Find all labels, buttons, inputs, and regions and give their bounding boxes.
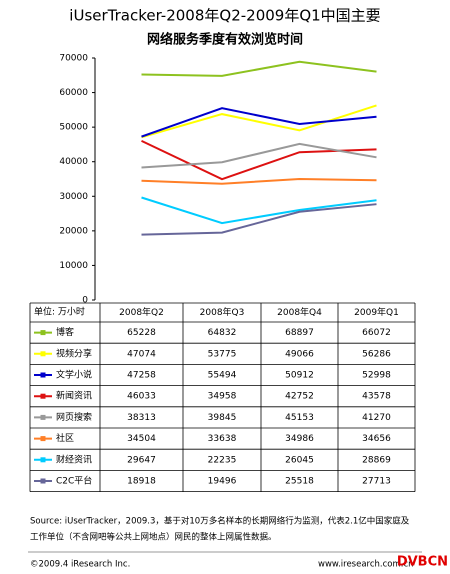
legend-label: 文学小说 [56,369,92,381]
table-value: 33638 [208,434,237,444]
table-value: 28869 [362,455,391,465]
source: Source: iUserTracker，2009.3，基于对10万多名样本的长… [30,516,410,527]
table-value: 22235 [208,455,237,465]
table-value: 19496 [208,477,237,487]
table-value: 34986 [285,434,314,444]
legend-marker [40,351,46,357]
line [141,104,377,139]
table-value: 53775 [208,349,237,359]
table-value: 41270 [362,413,391,423]
y-tick-label: 10000 [59,261,88,271]
line [141,203,377,236]
table-value: 47258 [127,371,156,381]
legend-marker [40,393,46,399]
table-value: 64832 [208,328,237,338]
table-value: 25518 [285,477,314,487]
table-value: 43578 [362,392,391,402]
table-value: 50912 [285,371,314,381]
table-value: 29647 [127,455,156,465]
table-value: 38313 [127,413,156,423]
y-tick-label: 60000 [59,88,88,98]
chart-subtitle: 网络服务季度有效浏览时间 [147,32,303,48]
x-tick-label: 2008年Q4 [277,306,322,318]
legend-label: 财经资讯 [56,453,92,465]
line [141,60,377,77]
y-tick-label: 70000 [59,54,88,64]
table-value: 66072 [362,328,391,338]
legend-label: 视频分享 [56,347,92,359]
legend-label: 社区 [56,432,74,444]
table-value: 56286 [362,349,391,359]
line [141,178,377,185]
y-tick-label: 30000 [59,192,88,202]
table-value: 55494 [208,371,237,381]
legend-label: 网页搜索 [56,411,92,423]
x-tick-label: 2008年Q2 [119,306,164,318]
legend-label: C2C平台 [56,475,92,487]
source: 工作单位（不含网吧等公共上网地点）网民的整体上网属性数据。 [30,532,277,543]
table-value: 52998 [362,371,391,381]
y-tick-label: 40000 [59,157,88,167]
legend-marker [40,457,46,463]
table-value: 42752 [285,392,314,402]
table-value: 45153 [285,413,314,423]
legend-marker [40,330,46,336]
legend-marker [40,414,46,420]
line [141,107,377,138]
y-tick-label: 20000 [59,226,88,236]
watermark: DVBCN [397,555,448,570]
table-value: 34504 [127,434,156,444]
table-value: 39845 [208,413,237,423]
table-value: 49066 [285,349,314,359]
table-value: 46033 [127,392,156,402]
x-tick-label: 2008年Q3 [200,306,245,318]
table-value: 47074 [127,349,156,359]
x-tick-label: 2009年Q1 [354,306,399,318]
table-value: 34656 [362,434,391,444]
legend-marker [40,478,46,484]
table-value: 34958 [208,392,237,402]
table-value: 26045 [285,455,314,465]
table-value: 27713 [362,477,391,487]
website: www.iresearch.com.cn [318,560,414,570]
table-value: 18918 [127,477,156,487]
chart-title: iUserTracker-2008年Q2-2009年Q1中国主要 [69,7,380,25]
legend-marker [40,436,46,442]
legend-label: 博客 [56,326,74,338]
legend-label: 新闻资讯 [56,390,92,402]
copyright: ©2009.4 iResearch Inc. [30,560,130,570]
y-tick-label: 0 [82,296,88,306]
legend-marker [40,372,46,378]
y-tick-label: 50000 [59,123,88,133]
line [141,196,377,225]
table-value: 68897 [285,328,314,338]
table-value: 65228 [127,328,156,338]
line [141,142,377,169]
unit-label: 单位: 万小时 [34,306,85,318]
